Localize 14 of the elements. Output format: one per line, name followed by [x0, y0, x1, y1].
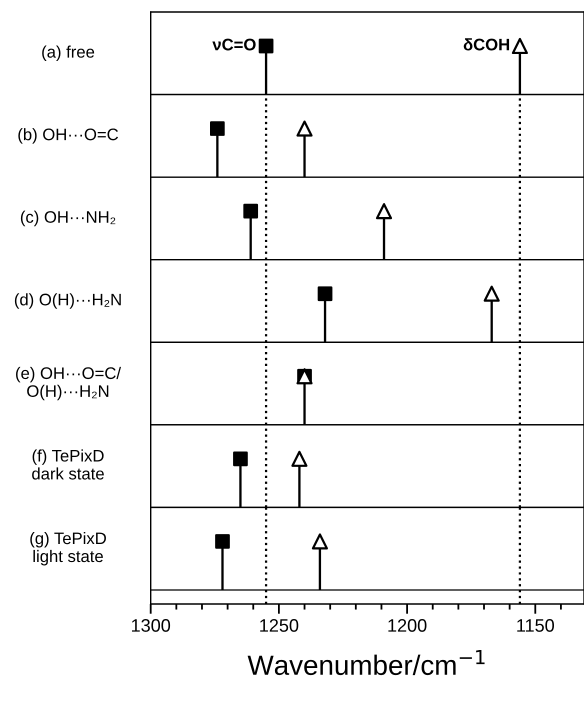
- y-axis-title: (f) TePixD dark state: [32, 449, 104, 480]
- y-axis-title: (c) OH···NH₂: [20, 210, 116, 226]
- x-tick-label: 1250: [260, 619, 298, 632]
- x-tick-label: 1300: [132, 619, 170, 632]
- annotation: δCOH: [464, 38, 510, 50]
- y-axis-title: (e) OH···O=C/ O(H)···H₂N: [16, 366, 122, 400]
- annotation: νC=O: [212, 38, 256, 50]
- y-axis-title: (g) TePixD light state: [30, 532, 106, 566]
- y-axis-title: (d) O(H)···H₂N: [14, 293, 121, 309]
- x-tick-label: 1150: [517, 619, 554, 632]
- y-axis-title: (a) free: [42, 46, 94, 62]
- y-axis-title: (b) OH···O=C: [18, 128, 118, 144]
- x-axis-title: Wavenumber/cm$^{−1}$: [248, 650, 485, 676]
- x-tick-label: 1200: [388, 619, 426, 632]
